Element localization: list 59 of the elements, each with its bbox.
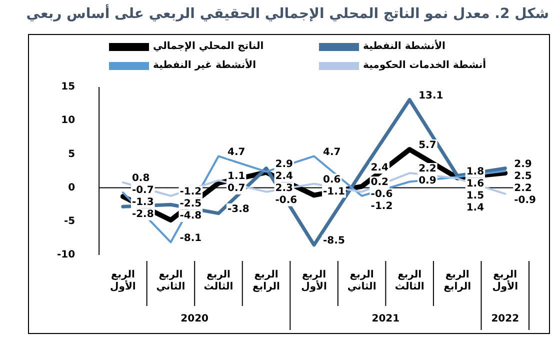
- legend-label: الأنشطة النفطية: [363, 41, 446, 52]
- data-label: -0.6: [370, 189, 393, 200]
- data-label: -1.1: [323, 186, 345, 198]
- legend-label: الأنشطة غير النفطية: [153, 60, 256, 71]
- data-label: -0.9: [514, 194, 536, 206]
- data-label: 2.3: [275, 182, 294, 194]
- legend-label: الناتج المحلي الإجمالي: [153, 41, 264, 52]
- data-label: -0.6: [275, 194, 298, 206]
- data-label: 2.9: [275, 158, 294, 170]
- text: 2020: [180, 314, 209, 325]
- data-label: 0.7: [227, 183, 246, 194]
- data-label: 0.8: [132, 173, 150, 184]
- data-label: -8.1: [180, 232, 202, 244]
- x-tick-label: الربع الثاني: [156, 270, 186, 293]
- data-label: -0.7: [132, 185, 154, 196]
- data-label: -2.5: [180, 198, 202, 210]
- data-label: -4.8: [180, 210, 202, 222]
- data-label: 1.6: [466, 178, 484, 190]
- data-label: 1.4: [466, 202, 484, 214]
- y-tick-label: -5: [64, 216, 76, 227]
- data-label: 2.5: [514, 170, 532, 182]
- data-label: 1.1: [227, 171, 246, 182]
- data-label: 2.4: [370, 162, 389, 174]
- text: 2021: [372, 314, 400, 325]
- data-label: 1.8: [466, 166, 484, 178]
- chart-title: شكل 2. معدل نمو الناتج المحلي الإجمالي الحقيقي الربعي على أساس ربعي: [25, 3, 550, 24]
- data-label: 0.9: [418, 176, 436, 187]
- data-label: -8.5: [323, 236, 345, 247]
- y-tick-label: -10: [56, 250, 76, 261]
- x-tick-label: الربع الثالث: [394, 270, 424, 293]
- x-tick-label: الربع الثالث: [204, 270, 234, 293]
- x-tick-label: الربع الرابع: [252, 270, 280, 293]
- data-label: 2.9: [514, 158, 532, 170]
- data-label: 2.4: [275, 170, 294, 182]
- data-label: 13.1: [418, 90, 444, 102]
- data-label: -2.8: [132, 209, 154, 220]
- legend-label: أنشطة الخدمات الحكومية: [363, 60, 486, 71]
- y-tick-label: 15: [61, 82, 76, 93]
- data-label: 0.2: [370, 177, 389, 188]
- x-tick-label: الربع الثاني: [347, 270, 376, 293]
- x-tick-label: الربع الأول: [301, 270, 327, 293]
- data-label: -1.3: [132, 197, 154, 208]
- y-tick-label: 0: [68, 182, 76, 194]
- y-tick-label: 5: [68, 148, 76, 160]
- data-label: 4.7: [323, 146, 341, 158]
- data-label: 5.7: [418, 140, 436, 152]
- x-tick-label: الربع الرابع: [444, 270, 472, 293]
- x-tick-label: الربع الأول: [110, 270, 136, 293]
- x-tick-label: الربع الأول: [492, 270, 518, 293]
- data-label: -1.2: [180, 186, 202, 198]
- text: 2022: [491, 314, 520, 325]
- data-label: 4.7: [227, 146, 246, 158]
- data-label: 1.5: [466, 190, 484, 202]
- data-label: 0.6: [323, 174, 341, 186]
- data-label: 2.2: [514, 182, 532, 194]
- data-label: 2.2: [418, 164, 436, 175]
- y-tick-label: 10: [61, 115, 76, 126]
- data-label: -3.8: [227, 204, 250, 215]
- data-label: -1.2: [370, 201, 393, 212]
